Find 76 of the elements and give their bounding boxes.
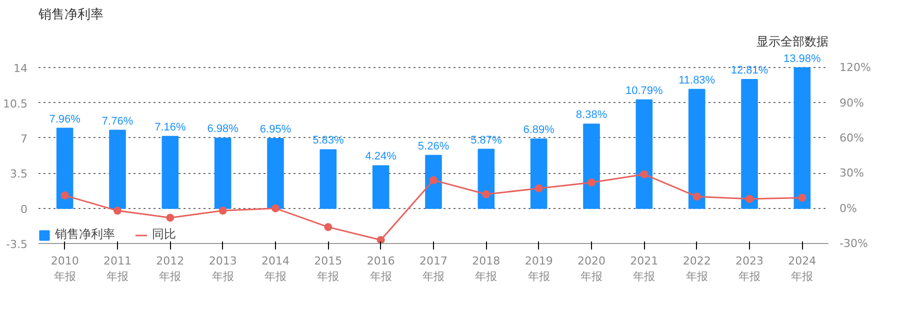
point [272,204,280,212]
bar [162,136,179,209]
data-label: 5.87% [470,134,502,146]
data-label: 7.76% [102,115,134,128]
bar [741,79,758,209]
x-tick-label: 2014 年报 [262,254,290,284]
x-tick-label: 2020 年报 [578,254,606,284]
y2-tick-label: 30% [840,166,864,180]
bar [530,138,548,209]
point [324,223,332,232]
text: 显示全部数据 [756,34,828,48]
x-tick-label: 2019 年报 [524,254,553,284]
point [588,178,596,187]
bar [688,88,706,209]
point [534,184,543,192]
data-label: 7.16% [154,121,186,134]
bar [320,149,337,209]
point [798,194,806,202]
bar [267,138,284,209]
y-tick-label: 14 [14,62,28,76]
y2-tick-label: 0% [840,202,857,215]
chart-title: 销售净利率 [38,6,104,22]
x-tick-label: 2018 年报 [472,254,500,284]
point [746,194,754,203]
point [482,190,490,198]
bar [636,99,653,209]
point [640,170,648,178]
bar [56,128,74,209]
bar [478,148,495,209]
bar [214,138,232,209]
data-label: 12.81% [730,64,768,77]
point [692,192,701,201]
y2-tick-label: 90% [840,96,864,110]
bar [425,154,442,209]
x-tick-label: 2024 年报 [788,254,816,284]
x-tick-label: 2013 年报 [208,254,237,284]
x-tick-label: 2015 年报 [314,254,342,284]
y-tick-label: -3.5 [6,238,28,251]
data-label: 4.24% [365,150,397,163]
data-label: 5.26% [418,140,450,152]
y-tick-label: 0 [20,202,28,216]
x-tick-label: 2011 年报 [104,254,132,284]
x-tick-label: 2016 年报 [366,254,395,284]
y2-tick-label: 120% [840,61,871,74]
data-label: 11.83% [678,74,716,86]
point [218,206,227,215]
point [166,214,174,222]
data-label: 13.98% [784,52,822,65]
y-tick-label: 3.5 [10,168,28,181]
data-label: 10.79% [626,84,664,97]
point [430,176,438,184]
x-tick-label: 2010 年报 [50,254,79,284]
point [376,236,385,244]
x-tick-label: 2021 年报 [630,254,658,284]
bar [794,67,811,209]
data-label: 7.96% [49,113,81,126]
bar [109,130,126,209]
data-label: 8.38% [576,109,608,122]
data-label: 5.83% [312,134,344,147]
x-tick-label: 2023 年报 [736,254,764,284]
data-label: 6.95% [260,123,292,136]
legend-label: 销售净利率 [55,226,115,243]
x-tick-label: 2017 年报 [420,254,448,284]
y2-tick-label: 60% [840,131,864,144]
data-label: 6.89% [523,124,555,136]
y2-tick-label: -30% [840,237,868,250]
point [60,191,69,200]
bar [372,165,390,209]
x-tick-label: 2022 年报 [682,254,711,284]
y-tick-label: 10.5 [3,97,28,110]
point [114,206,122,215]
data-label: 6.98% [207,123,239,136]
legend-label: 同比 [152,226,176,243]
x-tick-label: 2012 年报 [156,254,184,284]
y-tick-label: 7 [20,132,28,146]
bar [583,124,600,209]
